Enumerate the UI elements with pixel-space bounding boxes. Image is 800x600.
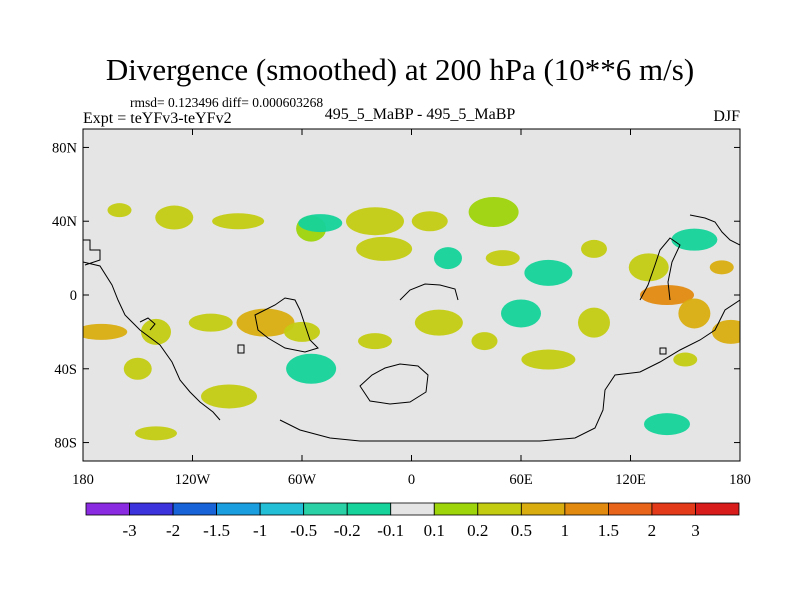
x-tick-label: 180: [72, 472, 94, 488]
coastline-america-west: [83, 261, 221, 421]
colorbar-swatch: [216, 502, 261, 516]
experiment-label: Expt = teYFv3-teYFv2: [83, 110, 232, 127]
colorbar-swatch: [651, 502, 696, 516]
contour-fill: [188, 313, 233, 332]
contour-fill: [346, 207, 404, 236]
x-tick-label: 120W: [175, 472, 211, 488]
contour-fill: [644, 413, 690, 436]
y-tick-label: 80S: [54, 436, 77, 452]
contour-fill: [135, 426, 177, 441]
coastline-outlines: [83, 214, 740, 442]
contour-fill: [414, 309, 463, 336]
contour-fill: [201, 384, 257, 409]
contour-fill: [501, 299, 541, 328]
contour-fill: [673, 352, 698, 367]
contour-fill: [284, 321, 320, 342]
coastline-central-america: [254, 297, 319, 353]
colorbar-label: -0.1: [377, 521, 404, 540]
x-tick-label: 0: [408, 472, 415, 488]
colorbar-swatch: [172, 502, 217, 516]
colorbar-swatch: [608, 502, 653, 516]
contour-fill: [468, 197, 519, 227]
contour-fill: [155, 205, 194, 230]
x-tick-label: 120E: [615, 472, 646, 488]
colorbar-label: -1.5: [203, 521, 230, 540]
colorbar-swatch: [259, 502, 305, 516]
colorbar-swatch: [564, 502, 609, 516]
colorbar-swatch: [390, 502, 435, 516]
contour-fill: [709, 260, 734, 275]
x-tick-label: 60W: [288, 472, 317, 488]
coastline-small-island: [237, 344, 245, 354]
stats-text: rmsd= 0.123496 diff= 0.000603268: [130, 95, 324, 110]
chart-title: Divergence (smoothed) at 200 hPa (10**6 …: [105, 52, 695, 87]
contour-fill: [628, 253, 669, 282]
colorbar-swatch: [85, 502, 130, 516]
contour-fill: [356, 236, 413, 261]
colorbar-swatch: [520, 502, 566, 516]
coastline-north-america: [83, 239, 101, 266]
colorbar-swatch: [346, 502, 392, 516]
case-label: 495_5_MaBP - 495_5_MaBP: [324, 106, 516, 123]
colorbar-label: -0.2: [334, 521, 361, 540]
colorbar-label: 1: [561, 521, 570, 540]
contour-fill: [123, 357, 152, 380]
season-label: DJF: [713, 108, 740, 125]
x-tick-label: 180: [729, 472, 751, 488]
contour-fill: [678, 298, 711, 329]
contour-fill: [141, 318, 171, 345]
coastline-africa: [399, 283, 459, 301]
contour-fill: [581, 239, 607, 258]
contour-fill: [524, 259, 573, 286]
coastline-asia-north: [689, 214, 740, 246]
colorbar-label: -2: [166, 521, 180, 540]
contour-fill: [434, 247, 462, 270]
contour-fill: [485, 250, 520, 267]
contour-fill: [640, 285, 694, 305]
colorbar-label: 1.5: [598, 521, 619, 540]
contour-fill: [671, 228, 718, 251]
y-tick-label: 40N: [52, 214, 78, 230]
colorbar-label: -0.5: [290, 521, 317, 540]
contour-fill: [298, 214, 343, 233]
x-tick-label: 60E: [509, 472, 533, 488]
contour-fill: [286, 353, 337, 384]
colorbar-label: 0.2: [467, 521, 488, 540]
map-background: [83, 129, 740, 461]
contour-fill: [83, 323, 128, 340]
contour-fill: [212, 213, 265, 230]
colorbar-label: -3: [122, 521, 136, 540]
contour-fill: [471, 332, 498, 351]
contour-fill: [358, 333, 392, 350]
colorbar-label: 0.1: [424, 521, 445, 540]
colorbar-swatch: [695, 502, 740, 516]
colorbar-label: 3: [691, 521, 700, 540]
colorbar-label: -1: [253, 521, 267, 540]
y-tick-label: 80N: [52, 140, 78, 156]
colorbar-label: 0.5: [511, 521, 532, 540]
contour-fill: [711, 319, 740, 344]
coastline-west-arc: [139, 317, 156, 331]
contour-fill: [107, 203, 132, 218]
contour-fill: [236, 308, 295, 337]
colorbar-swatch: [433, 502, 479, 516]
contour-fill: [521, 349, 576, 370]
contour-fill: [411, 211, 448, 232]
y-tick-label: 40S: [54, 362, 77, 378]
colorbar-swatch: [477, 502, 522, 516]
colorbar-swatch: [303, 502, 348, 516]
colorbar-label: 2: [648, 521, 657, 540]
coastline-small-island-east: [659, 347, 667, 355]
colorbar-swatch: [129, 502, 174, 516]
coastline-antarctic-island: [359, 363, 429, 405]
coastline-south-america: [279, 299, 740, 442]
contour-fill: [578, 307, 610, 338]
y-tick-label: 0: [70, 288, 77, 304]
coastline-asia-east: [639, 237, 681, 301]
